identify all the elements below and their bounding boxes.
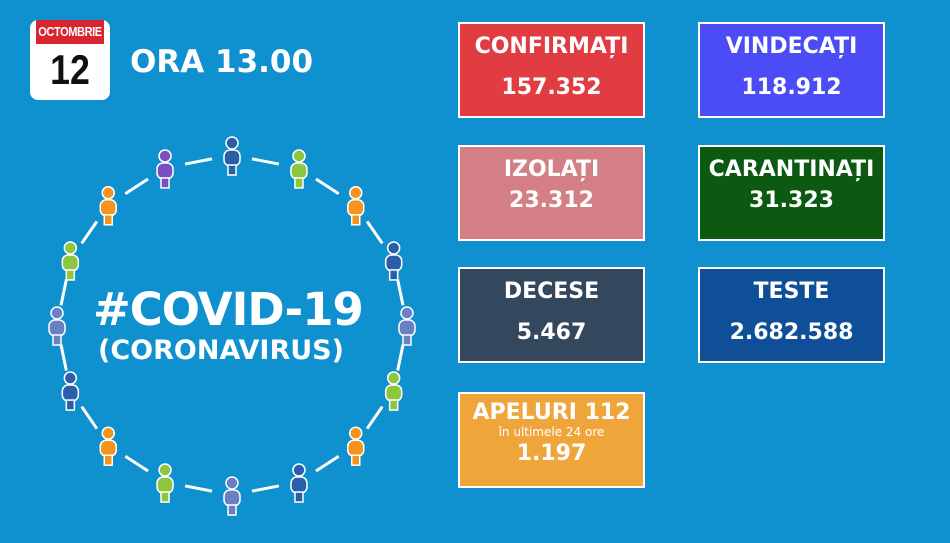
arrow-icon [396, 344, 405, 371]
stat-recovered: VINDECAȚI 118.912 [698, 22, 885, 118]
arrow-icon [124, 177, 149, 195]
arrow-icon [59, 279, 68, 306]
arrow-icon [365, 220, 384, 245]
person-icon [290, 149, 308, 189]
stat-value: 23.312 [509, 188, 594, 213]
report-time: ORA 13.00 [130, 44, 314, 80]
arrow-icon [80, 405, 99, 430]
arrow-icon [315, 455, 340, 473]
stat-value: 157.352 [501, 75, 602, 100]
arrow-icon [251, 484, 280, 493]
stat-value: 5.467 [516, 320, 587, 345]
stat-label: VINDECAȚI [725, 34, 858, 59]
person-icon [61, 241, 80, 281]
stat-label: TESTE [753, 279, 830, 304]
stat-value: 31.323 [749, 188, 834, 213]
stat-confirmed: CONFIRMAȚI 157.352 [458, 22, 645, 118]
person-icon [384, 241, 403, 281]
person-icon [156, 149, 174, 189]
stat-calls-112: APELURI 112 în ultimele 24 ore 1.197 [458, 392, 645, 488]
arrow-icon [184, 484, 213, 493]
person-icon [384, 371, 403, 411]
calendar-day: 12 [50, 46, 90, 93]
calendar-icon: OCTOMBRIE 12 [30, 20, 110, 100]
person-icon [346, 186, 365, 226]
person-icon [156, 463, 174, 503]
stat-value: 118.912 [741, 75, 842, 100]
stat-tests: TESTE 2.682.588 [698, 267, 885, 363]
stat-deaths: DECESE 5.467 [458, 267, 645, 363]
stat-label: IZOLAȚI [503, 157, 600, 182]
arrow-icon [184, 157, 213, 166]
stat-sublabel: în ultimele 24 ore [498, 425, 605, 439]
person-icon [398, 306, 416, 346]
arrow-icon [396, 279, 405, 306]
stat-label: CONFIRMAȚI [474, 34, 629, 59]
stat-isolated: IZOLAȚI 23.312 [458, 145, 645, 241]
calendar-month: OCTOMBRIE [36, 20, 104, 44]
person-icon [48, 306, 66, 346]
stat-label: APELURI 112 [472, 400, 631, 425]
arrow-icon [251, 157, 280, 166]
stat-value: 1.197 [516, 441, 587, 466]
arrow-icon [80, 220, 99, 245]
person-icon [346, 426, 365, 466]
stat-value: 2.682.588 [729, 320, 854, 345]
covid-subtitle: (CORONAVIRUS) [98, 335, 344, 366]
arrow-icon [365, 405, 384, 430]
people-circle-illustration [48, 136, 416, 516]
stat-quarantined: CARANTINAȚI 31.323 [698, 145, 885, 241]
stat-label: DECESE [503, 279, 600, 304]
arrow-icon [315, 177, 340, 195]
person-icon [223, 136, 241, 176]
stat-label: CARANTINAȚI [708, 157, 875, 182]
person-icon [61, 371, 80, 411]
covid-title: #COVID-19 [93, 283, 364, 336]
arrow-icon [124, 455, 149, 473]
person-icon [223, 476, 241, 516]
person-icon [290, 463, 308, 503]
arrow-icon [59, 344, 68, 371]
person-icon [99, 186, 118, 226]
person-icon [99, 426, 118, 466]
